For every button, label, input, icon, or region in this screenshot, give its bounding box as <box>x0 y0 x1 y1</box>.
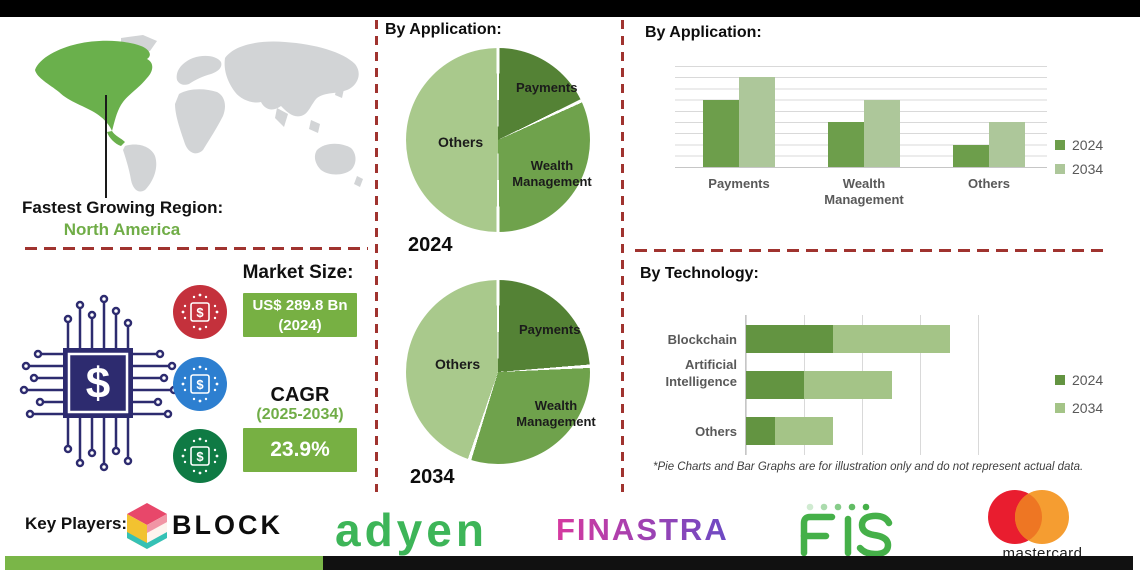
app-bar-section-header: By Application: <box>645 24 762 41</box>
tech-legend-swatch-2024 <box>1055 375 1065 385</box>
key-players-label: Key Players: <box>25 514 128 533</box>
pie-2034-label-wealth: Wealth Management <box>516 398 596 429</box>
tech-segment-blockchain-2034 <box>833 325 950 353</box>
fastest-growing-region-label: Fastest Growing Region: <box>22 198 224 217</box>
pie-section-header: By Application: <box>385 21 502 38</box>
pie-chart-2034: Payments Others Wealth Management <box>406 280 596 464</box>
bar-payments-2024 <box>703 99 739 167</box>
tech-bar-row-blockchain <box>746 325 950 353</box>
tech-segment-artificial-intelligence-2024 <box>746 371 805 399</box>
chip-coin-red: $ <box>173 285 227 339</box>
market-size-value: US$ 289.8 Bn <box>252 297 348 314</box>
bottom-strip-green <box>5 556 323 570</box>
dollar-icon: $ <box>86 359 110 408</box>
bar-wealth-management-2024 <box>828 122 864 167</box>
app-bar-legend-2024: 2024 <box>1055 137 1103 153</box>
cagr-value-box: 23.9% <box>243 428 357 472</box>
legend-text-2024: 2024 <box>1072 137 1104 153</box>
divider-dashed-vertical-2 <box>621 20 624 492</box>
circuit-chip-illustration: $ <box>18 288 179 478</box>
pie-2034-year: 2034 <box>410 466 455 488</box>
fastest-growing-region-value: North America <box>63 220 181 239</box>
fis-logo <box>792 499 942 558</box>
tech-legend-text-2024: 2024 <box>1072 372 1104 388</box>
legend-text-2034: 2034 <box>1072 161 1104 177</box>
svg-text:$: $ <box>196 305 204 320</box>
tech-section-header: By Technology: <box>640 265 759 282</box>
top-title-bar <box>0 0 1140 17</box>
bottom-strip-black <box>323 556 1133 570</box>
bar-group-payments <box>703 77 775 167</box>
market-size-year: (2024) <box>278 317 322 334</box>
pie-2024-label-others: Others <box>438 134 484 150</box>
mastercard-logo-icon <box>975 488 1110 548</box>
pie-2034-circle <box>406 280 590 464</box>
tech-segment-artificial-intelligence-2034 <box>804 371 892 399</box>
legend-swatch-2024 <box>1055 140 1065 150</box>
chip-coin-blue: $ <box>173 357 227 411</box>
pie-2034-label-payments: Payments <box>519 322 581 337</box>
divider-dashed-vertical-1 <box>375 20 378 492</box>
world-map <box>25 28 370 198</box>
chip-coin-green: $ <box>173 429 227 483</box>
legend-swatch-2034 <box>1055 164 1065 174</box>
bar-payments-2034 <box>739 77 775 167</box>
pie-2024-circle <box>406 48 590 232</box>
bar-others-2034 <box>989 122 1025 167</box>
pie-2024-year: 2024 <box>408 234 453 256</box>
app-bar-legend-2034: 2034 <box>1055 161 1103 177</box>
tech-legend-swatch-2034 <box>1055 403 1065 413</box>
app-bar-category-others: Others <box>968 176 1010 191</box>
illustration-disclaimer: *Pie Charts and Bar Graphs are for illus… <box>653 461 1084 473</box>
tech-bar-row-others <box>746 417 834 445</box>
divider-dashed-left <box>25 247 368 250</box>
market-size-label: Market Size: <box>242 262 354 283</box>
tech-category-blockchain: Blockchain <box>667 332 737 347</box>
finastra-logo: FINASTRA <box>556 512 729 547</box>
tech-segment-others-2034 <box>775 417 834 445</box>
pie-2034-label-others: Others <box>435 356 481 372</box>
cagr-label: CAGR <box>270 384 330 406</box>
block-logo-text: BLOCK <box>172 510 283 540</box>
app-bar-category-wealth: Wealth Management <box>824 176 904 207</box>
tech-category-ai: Artificial Intelligence <box>665 357 737 389</box>
tech-bar-row-artificial-intelligence <box>746 371 892 399</box>
pie-chart-2024: Payments Others Wealth Management <box>406 48 592 232</box>
tech-legend-2034: 2034 <box>1055 400 1103 416</box>
svg-text:$: $ <box>196 449 204 464</box>
adyen-logo: adyen <box>335 504 488 556</box>
app-bar-category-payments: Payments <box>708 176 770 191</box>
tech-segment-others-2024 <box>746 417 776 445</box>
svg-text:$: $ <box>196 377 204 392</box>
chip-coins: $ $ $ <box>171 283 229 485</box>
tech-bar-plot <box>745 315 979 455</box>
tech-legend-2024: 2024 <box>1055 372 1103 388</box>
pie-2024-label-payments: Payments <box>516 80 578 95</box>
block-logo-icon <box>124 502 170 550</box>
tech-category-others: Others <box>695 424 737 439</box>
cagr-period: (2025-2034) <box>256 406 344 423</box>
pie-2024-label-wealth: Wealth Management <box>512 158 592 189</box>
bar-others-2024 <box>953 144 989 167</box>
market-size-value-box: US$ 289.8 Bn (2024) <box>243 293 357 337</box>
app-bar-plot <box>675 66 1047 168</box>
bar-group-wealth-management <box>828 99 900 167</box>
bar-wealth-management-2034 <box>864 99 900 167</box>
map-pointer-line <box>105 95 107 198</box>
tech-segment-blockchain-2024 <box>746 325 834 353</box>
map-continents <box>121 35 363 192</box>
divider-dashed-right <box>635 249 1103 252</box>
bar-group-others <box>953 122 1025 167</box>
map-north-america-highlight <box>35 40 153 146</box>
tech-legend-text-2034: 2034 <box>1072 400 1104 416</box>
